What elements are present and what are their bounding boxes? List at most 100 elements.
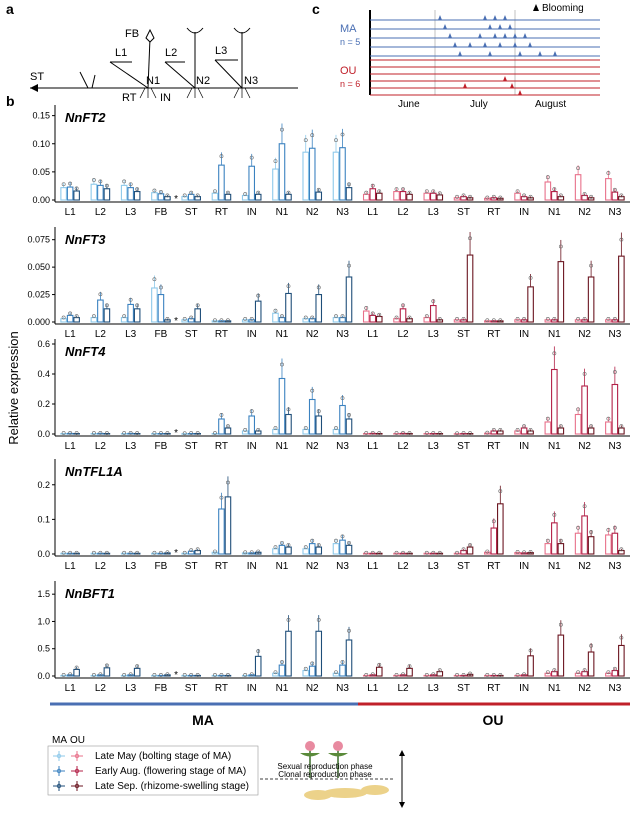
category-label: IN xyxy=(519,207,529,218)
category-label: N2 xyxy=(578,441,591,452)
category-label: L2 xyxy=(95,329,107,340)
bar xyxy=(453,197,461,201)
data-point xyxy=(152,550,157,555)
data-point xyxy=(552,316,557,321)
bar xyxy=(60,187,67,201)
category-label: N3 xyxy=(608,441,621,452)
bar xyxy=(194,674,201,677)
ma-phase-label: MA xyxy=(192,712,214,728)
data-point xyxy=(370,550,375,555)
data-point xyxy=(619,237,624,242)
month-july: July xyxy=(470,99,488,110)
bar xyxy=(520,319,528,323)
data-point xyxy=(249,316,254,321)
data-point xyxy=(468,543,472,547)
category-label: N1 xyxy=(276,683,289,694)
legend-swatch-point xyxy=(56,768,62,774)
category-label: N3 xyxy=(336,329,349,340)
data-point xyxy=(104,431,109,435)
category-label: RT xyxy=(487,683,500,694)
data-point xyxy=(128,182,133,187)
bar xyxy=(544,181,552,201)
legend: MA OU Late May (bolting stage of MA) Ear… xyxy=(47,735,259,796)
data-point xyxy=(437,191,442,196)
bar xyxy=(254,300,262,323)
data-point xyxy=(401,430,405,435)
category-label: N1 xyxy=(276,441,289,452)
data-point xyxy=(498,427,503,432)
category-label: N3 xyxy=(608,329,621,340)
sexual-phase-label: Sexual reproduction phase xyxy=(277,762,373,771)
ma-bloom-peak xyxy=(443,24,447,29)
bar xyxy=(514,192,521,201)
category-label: FB xyxy=(155,329,168,340)
bar xyxy=(423,317,431,323)
data-point xyxy=(135,664,140,669)
bar xyxy=(587,276,595,323)
bar xyxy=(285,546,292,555)
data-point xyxy=(558,622,563,627)
data-point xyxy=(182,316,187,321)
bar xyxy=(587,197,595,201)
data-point xyxy=(347,182,351,187)
category-label: L1 xyxy=(65,683,77,694)
bar xyxy=(278,664,286,677)
data-point xyxy=(468,671,472,676)
category-label: ST xyxy=(457,441,470,452)
data-point xyxy=(552,512,557,517)
bar xyxy=(466,546,474,555)
bar xyxy=(527,286,534,323)
bar xyxy=(375,552,383,555)
data-point xyxy=(128,672,133,677)
data-point xyxy=(159,285,163,290)
diagram-label-in: IN xyxy=(160,92,171,104)
data-point xyxy=(424,431,429,435)
bar xyxy=(97,184,104,201)
bar xyxy=(272,548,279,555)
data-point xyxy=(582,668,587,673)
data-point xyxy=(219,154,224,159)
bar xyxy=(611,319,619,323)
y-tick-label: 1.0 xyxy=(37,616,50,626)
data-point xyxy=(619,424,624,429)
y-tick-label: 0.4 xyxy=(37,369,50,379)
data-point xyxy=(545,175,550,180)
bar xyxy=(429,192,437,201)
bar xyxy=(423,192,431,201)
bar xyxy=(497,503,504,555)
data-point xyxy=(182,431,187,436)
data-point xyxy=(165,431,170,435)
bar xyxy=(315,415,323,435)
bar xyxy=(302,669,310,677)
data-point xyxy=(461,673,466,677)
bar xyxy=(302,151,310,201)
category-label: N1 xyxy=(548,561,561,572)
data-point xyxy=(74,431,79,435)
data-point xyxy=(128,297,133,302)
data-point xyxy=(491,194,496,199)
bar xyxy=(345,418,353,435)
data-point xyxy=(606,528,611,532)
bar xyxy=(272,312,279,323)
data-point xyxy=(165,672,170,677)
data-point xyxy=(455,673,459,677)
bar-charts: NnFT2 0.00 0.05 0.10 0.15 L1 L2 L3 FB * ST RT IN N1 N2… xyxy=(27,105,630,694)
bar xyxy=(66,314,74,323)
data-point xyxy=(68,181,73,186)
bar xyxy=(302,428,310,435)
panel-c: c Blooming MA n = 5 OU n = 6 June July A… xyxy=(312,1,600,110)
data-point xyxy=(619,635,624,640)
bar xyxy=(406,667,413,677)
data-point xyxy=(195,547,200,552)
bar xyxy=(218,508,225,555)
data-point xyxy=(61,673,66,677)
legend-swatch-point xyxy=(74,783,80,789)
data-point xyxy=(370,430,375,435)
bar xyxy=(551,191,558,201)
data-point xyxy=(485,549,490,554)
bar xyxy=(587,536,595,555)
data-point xyxy=(528,648,533,653)
data-point xyxy=(189,315,194,320)
category-label: RT xyxy=(487,561,500,572)
data-point xyxy=(189,673,194,677)
